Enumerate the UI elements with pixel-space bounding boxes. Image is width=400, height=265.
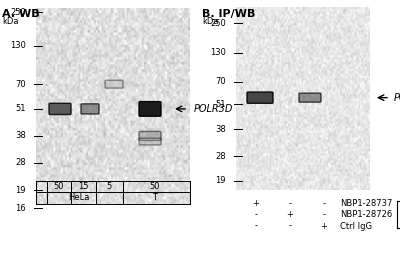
Text: 16: 16 (15, 204, 26, 213)
Text: 5: 5 (106, 182, 112, 191)
FancyBboxPatch shape (81, 104, 99, 114)
FancyBboxPatch shape (139, 131, 161, 140)
Text: 70: 70 (15, 80, 26, 89)
Text: -: - (322, 199, 326, 208)
Text: T: T (152, 193, 158, 202)
Text: -: - (254, 222, 258, 231)
Text: 250: 250 (10, 8, 26, 16)
Text: A. WB: A. WB (2, 9, 40, 19)
Text: 50: 50 (150, 182, 160, 191)
Text: 70: 70 (215, 77, 226, 86)
Text: 250: 250 (210, 19, 226, 28)
Text: POLR3D: POLR3D (194, 104, 233, 114)
Text: 19: 19 (16, 186, 26, 195)
Text: 51: 51 (16, 104, 26, 113)
Text: NBP1-28726: NBP1-28726 (340, 210, 392, 219)
Text: kDa: kDa (202, 16, 218, 25)
FancyBboxPatch shape (105, 80, 123, 88)
Text: IP: IP (399, 210, 400, 220)
FancyBboxPatch shape (49, 103, 71, 114)
Text: 28: 28 (215, 152, 226, 161)
Text: +: + (286, 210, 294, 219)
Text: 28: 28 (15, 158, 26, 167)
Text: 50: 50 (54, 182, 64, 191)
Text: +: + (252, 199, 260, 208)
Text: -: - (254, 210, 258, 219)
Text: NBP1-28737: NBP1-28737 (340, 199, 392, 208)
Text: 15: 15 (78, 182, 88, 191)
Text: 51: 51 (216, 100, 226, 109)
Text: +: + (320, 222, 328, 231)
Text: 38: 38 (215, 125, 226, 134)
FancyBboxPatch shape (299, 93, 321, 102)
Text: Ctrl IgG: Ctrl IgG (340, 222, 372, 231)
FancyBboxPatch shape (247, 92, 273, 103)
Text: 19: 19 (216, 176, 226, 186)
Text: -: - (322, 210, 326, 219)
FancyBboxPatch shape (139, 138, 161, 145)
Text: HeLa: HeLa (68, 193, 90, 202)
Text: 130: 130 (10, 41, 26, 50)
Text: -: - (288, 199, 292, 208)
FancyBboxPatch shape (139, 101, 161, 116)
Text: kDa: kDa (2, 16, 18, 25)
Text: 38: 38 (15, 131, 26, 140)
Text: POLR3D: POLR3D (394, 93, 400, 103)
Text: 130: 130 (210, 48, 226, 57)
Text: B. IP/WB: B. IP/WB (202, 9, 255, 19)
Text: -: - (288, 222, 292, 231)
